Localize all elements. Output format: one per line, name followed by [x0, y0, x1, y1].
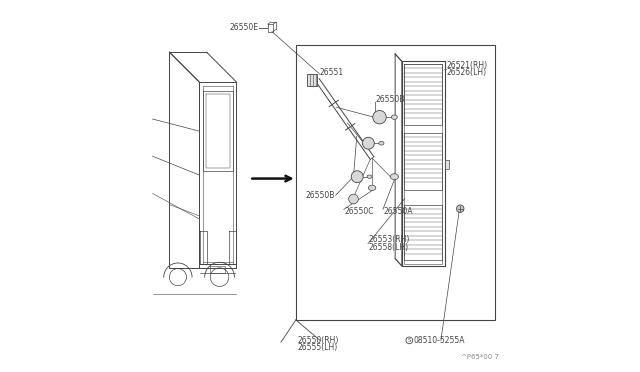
Circle shape	[456, 205, 464, 212]
Ellipse shape	[367, 175, 372, 178]
Text: 26521(RH): 26521(RH)	[447, 61, 488, 70]
Text: 26558(LH): 26558(LH)	[369, 243, 408, 252]
Text: ^P65*00 7: ^P65*00 7	[461, 354, 499, 360]
Ellipse shape	[369, 185, 376, 190]
Bar	[445, 160, 449, 169]
Ellipse shape	[392, 115, 397, 119]
Text: 26550E: 26550E	[230, 23, 259, 32]
Text: 26526(LH): 26526(LH)	[447, 68, 486, 77]
Text: 26550B: 26550B	[376, 95, 405, 104]
Ellipse shape	[379, 141, 384, 145]
Circle shape	[351, 171, 363, 183]
Text: 26550(RH): 26550(RH)	[298, 336, 339, 345]
Ellipse shape	[390, 174, 399, 180]
Text: 26555(LH): 26555(LH)	[298, 343, 338, 352]
Circle shape	[349, 194, 358, 204]
Circle shape	[362, 137, 374, 149]
Bar	[307, 74, 317, 86]
Text: 08510-5255A: 08510-5255A	[413, 336, 465, 345]
Circle shape	[373, 110, 386, 124]
Text: 26550A: 26550A	[383, 207, 413, 216]
Text: 26553(RH): 26553(RH)	[369, 235, 410, 244]
Text: 26550B: 26550B	[305, 191, 335, 200]
Text: S: S	[408, 338, 411, 343]
Bar	[296, 45, 495, 320]
Text: 26550C: 26550C	[344, 207, 374, 216]
Text: 26551: 26551	[320, 68, 344, 77]
